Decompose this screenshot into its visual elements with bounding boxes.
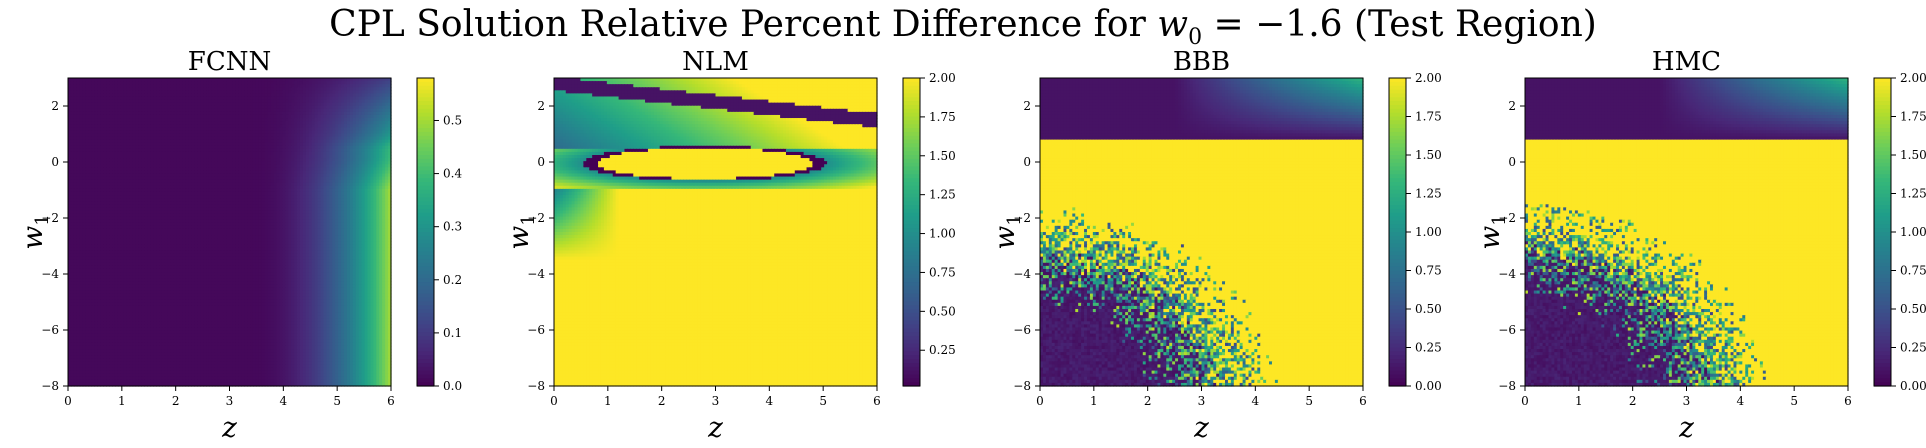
heatmap-cells xyxy=(68,78,392,387)
